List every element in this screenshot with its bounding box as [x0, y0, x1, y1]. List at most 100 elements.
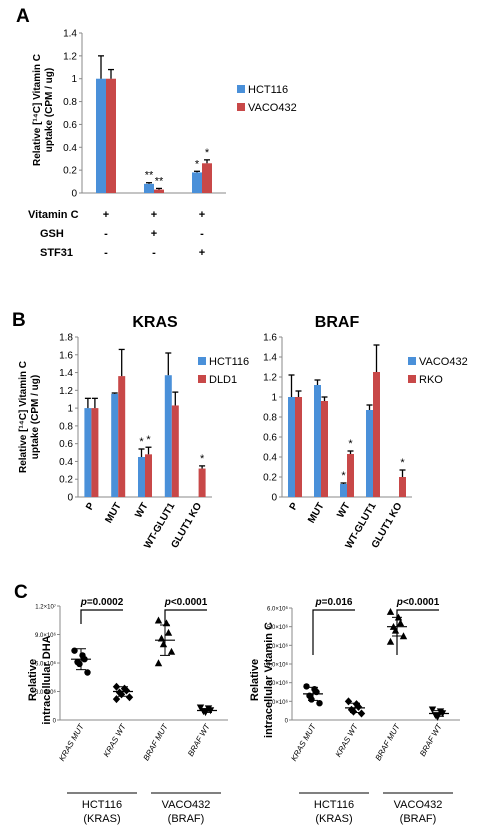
chart-b-kras-bar — [164, 375, 172, 497]
chart-a-condition-value: + — [151, 228, 157, 240]
chart-c-vitc-ylabel-1: Relative — [249, 659, 261, 701]
chart-a-condition-value: + — [103, 209, 109, 221]
chart-c-vitc-group-label: VACO432 — [394, 799, 443, 811]
chart-b-braf-legend-label: RKO — [419, 374, 443, 386]
chart-a-y-tick-label: 0.6 — [63, 120, 77, 131]
chart-b-braf-category-label: WT — [335, 501, 352, 520]
chart-c-vitc-comparison-bracket — [396, 609, 439, 655]
chart-b-kras-category-label: MUT — [103, 501, 123, 525]
chart-c-dha-p-value-text: <0.0001 — [171, 597, 208, 608]
chart-a-y-tick-label: 1.4 — [63, 29, 77, 40]
chart-b-braf-bar — [295, 397, 302, 497]
chart-b-kras-y-tick-label: 1.4 — [59, 368, 73, 379]
chart-c-dha-data-point — [112, 695, 121, 704]
chart-c-dha-data-point — [196, 704, 205, 712]
chart-b-kras-ylabel-2: uptake (CPM / ug) — [30, 375, 41, 459]
chart-b-kras-y-tick-label: 0.2 — [59, 475, 73, 486]
chart-c-dha-data-point — [164, 628, 173, 636]
chart-c-dha-y-tick-label: 6.0×10⁶ — [35, 661, 57, 668]
chart-c-dha-category-label: KRAS WT — [102, 722, 129, 759]
chart-b-kras-category-label: WT — [133, 501, 150, 520]
chart-c-vitc-category-label: BRAF WT — [418, 722, 444, 759]
chart-c-dha-p-value: p=0.0002 — [80, 597, 124, 608]
chart-c-dha-data-point — [112, 682, 121, 691]
chart-a-y-tick-label: 0 — [71, 189, 77, 200]
chart-c-dha-group-label: VACO432 — [162, 799, 211, 811]
chart-c-dha-category-label: BRAF WT — [186, 722, 212, 759]
chart-b-braf-bar — [399, 477, 406, 497]
chart-a-y-tick-label: 0.2 — [63, 166, 77, 177]
chart-a-condition-label: STF31 — [40, 247, 73, 259]
chart-c-vitc-group-sublabel: (BRAF) — [400, 813, 437, 825]
panel-label-a: A — [16, 6, 30, 27]
chart-a-condition-value: - — [104, 247, 108, 259]
chart-b-kras-y-tick-label: 1 — [67, 404, 73, 415]
chart-a-condition-value: + — [199, 209, 205, 221]
chart-b-braf-significance-star: * — [348, 438, 353, 450]
chart-a-condition-label: GSH — [40, 228, 64, 240]
chart-c-vitc-y-tick-label: 4.0×10⁶ — [267, 643, 289, 650]
chart-a: Relative [¹⁴C] Vitamin C uptake (CPM / u… — [28, 29, 297, 260]
chart-c-vitc-y-tick-label: 0 — [285, 719, 289, 725]
chart-b-braf-y-tick-label: 0.2 — [263, 473, 277, 484]
chart-a-bar — [106, 78, 116, 193]
chart-c-vitc-data-point — [396, 619, 405, 627]
chart-c-dha-ylabel-1: Relative — [27, 659, 39, 701]
chart-b-kras-significance-star: * — [139, 436, 144, 448]
chart-b-braf-y-tick-label: 1 — [271, 393, 277, 404]
chart-c-vitc-category-label: KRAS MUT — [289, 722, 318, 763]
chart-c-vitc-ylabel-2: intracellular Vitamin C — [263, 622, 275, 738]
chart-c-vitc-data-point — [428, 706, 437, 714]
chart-a-y-tick-label: 1 — [71, 74, 77, 85]
chart-a-condition-label: Vitamin C — [28, 209, 79, 221]
chart-a-ylabel-2: uptake (CPM / ug) — [44, 68, 55, 152]
chart-a-bar — [154, 189, 164, 193]
chart-c-dha-data-point — [84, 669, 91, 676]
chart-b-kras-legend-swatch — [198, 375, 206, 383]
chart-c-vitc-p-value-text: =0.016 — [322, 597, 353, 608]
chart-c-vitc-group-sublabel: (KRAS) — [315, 813, 352, 825]
chart-b-kras-legend-label: DLD1 — [209, 374, 237, 386]
chart-c-vitc-y-tick-label: 1.0×10⁶ — [267, 699, 289, 706]
chart-c-dha-category-label: BRAF MUT — [142, 722, 171, 763]
chart-c-dha-comparison-bracket — [164, 609, 207, 624]
chart-b-braf-bar — [347, 454, 354, 497]
chart-b-kras-significance-star: * — [146, 434, 151, 446]
chart-a-condition-value: + — [151, 209, 157, 221]
chart-a-y-tick-label: 1.2 — [63, 51, 77, 62]
chart-b-braf-bar — [314, 385, 321, 497]
chart-c-dha-ylabel-2: intracellular DHA — [41, 635, 53, 724]
chart-c-dha-data-point — [154, 616, 163, 624]
chart-b-braf-legend-label: VACO432 — [419, 356, 468, 368]
chart-b-kras-title: KRAS — [132, 314, 178, 331]
chart-b-braf-bar — [288, 397, 295, 497]
chart-a-bar — [202, 163, 212, 193]
chart-c-vitc-y-tick-label: 5.0×10⁶ — [267, 624, 289, 631]
chart-c-vitc-data-point — [357, 709, 366, 718]
chart-b-kras-bar — [91, 408, 99, 497]
chart-b-kras-category-label: P — [84, 501, 97, 513]
chart-b-kras-bar — [84, 408, 92, 497]
chart-a-bar — [192, 172, 202, 193]
chart-c-vitc-p-value-symbol: p — [396, 597, 403, 608]
chart-c-vitc-p-value-symbol: p — [315, 597, 322, 608]
chart-a-condition-value: - — [104, 228, 108, 240]
chart-b-kras-legend-swatch — [198, 357, 206, 365]
chart-c-vitc-p-value-text: <0.0001 — [403, 597, 440, 608]
chart-b-braf-category-label: P — [288, 501, 301, 513]
chart-b-kras-bar — [111, 393, 119, 497]
chart-c-vitc-group-label: HCT116 — [314, 799, 354, 811]
chart-c-dha-group-sublabel: (BRAF) — [168, 813, 205, 825]
chart-b-kras-bar — [118, 376, 126, 497]
chart-b-braf-y-tick-label: 0.4 — [263, 453, 277, 464]
chart-c-vitc-y-tick-label: 3.0×10⁶ — [267, 662, 289, 669]
chart-c-dha-group-label: HCT116 — [82, 799, 122, 811]
chart-c-vitc-p-value: p=0.016 — [315, 597, 353, 608]
chart-a-bar — [144, 183, 154, 193]
chart-b-braf-y-tick-label: 0.6 — [263, 433, 277, 444]
chart-a-condition-value: + — [199, 247, 205, 259]
chart-c-vitc-y-tick-label: 6.0×10⁶ — [267, 606, 289, 613]
chart-c-dha-data-point — [76, 660, 83, 668]
chart-c-dha-p-value: p<0.0001 — [164, 597, 208, 608]
chart-c-dha-category-label: KRAS MUT — [57, 722, 86, 763]
